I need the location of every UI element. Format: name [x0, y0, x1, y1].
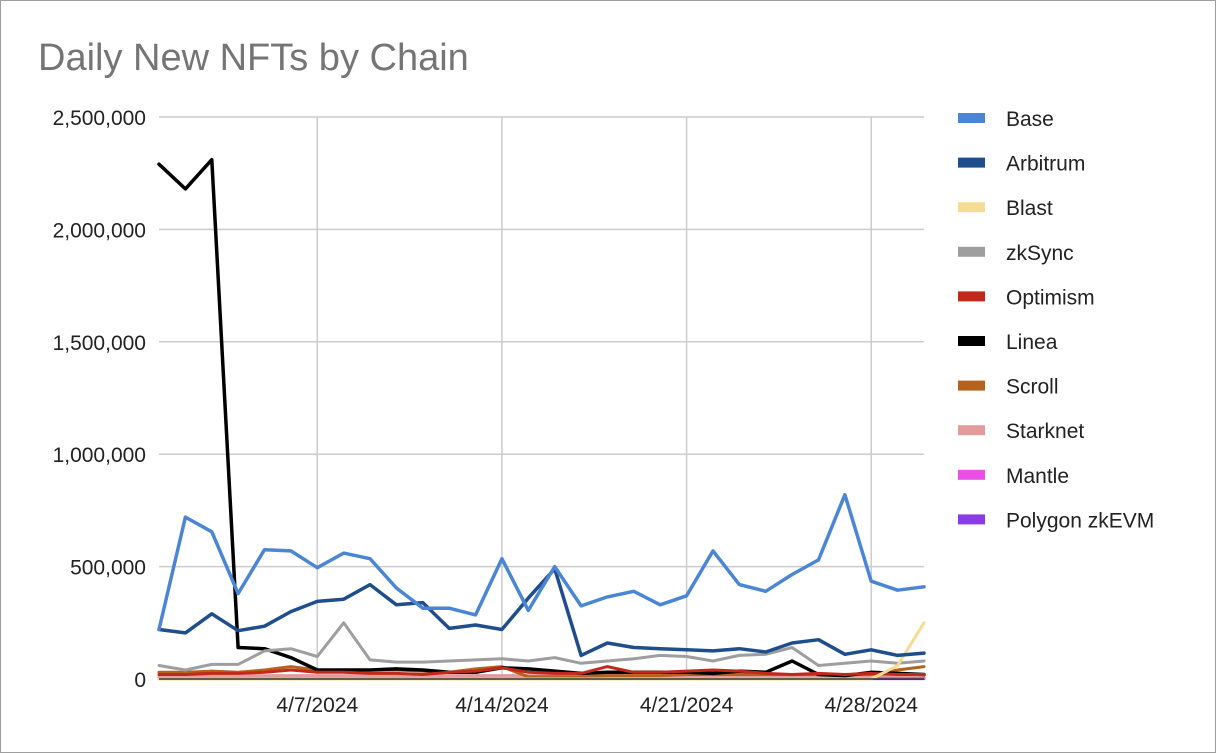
- legend-swatch-linea: [958, 336, 985, 346]
- y-tick-label: 2,000,000: [53, 219, 146, 242]
- y-tick-label: 500,000: [70, 557, 146, 580]
- legend-label-optimism: Optimism: [1006, 286, 1095, 309]
- legend-label-polygon-zkevm: Polygon zkEVM: [1006, 509, 1154, 532]
- legend-label-mantle: Mantle: [1006, 465, 1069, 488]
- y-tick-label: 1,500,000: [53, 332, 146, 355]
- legend-swatch-blast: [958, 202, 985, 213]
- legend-label-arbitrum: Arbitrum: [1006, 153, 1085, 176]
- legend-swatch-mantle: [958, 469, 985, 480]
- x-axis-ticks: 4/7/2024 4/14/2024 4/21/2024 4/28/2024: [276, 694, 918, 717]
- legend-label-zksync: zkSync: [1006, 242, 1074, 265]
- legend-label-base: Base: [1006, 108, 1054, 131]
- legend-swatch-zksync: [958, 246, 985, 257]
- grid: [159, 116, 924, 679]
- legend-swatch-scroll: [958, 380, 985, 391]
- legend-label-linea: Linea: [1006, 331, 1058, 354]
- x-tick-label: 4/14/2024: [455, 694, 549, 717]
- y-tick-label: 0: [134, 669, 146, 692]
- series-line-arbitrum: [157, 567, 926, 658]
- legend-swatch-optimism: [958, 291, 985, 302]
- legend-label-blast: Blast: [1006, 197, 1053, 220]
- legend-label-starknet: Starknet: [1006, 420, 1084, 443]
- x-tick-label: 4/21/2024: [640, 694, 734, 717]
- legend-swatch-base: [958, 113, 985, 123]
- legend-label-scroll: Scroll: [1006, 376, 1059, 399]
- legend-swatch-arbitrum: [958, 157, 985, 168]
- x-tick-label: 4/7/2024: [276, 694, 358, 717]
- series-lines: [157, 157, 926, 681]
- y-tick-label: 1,000,000: [53, 444, 146, 467]
- series-line-linea: [157, 157, 926, 678]
- series-line-base: [157, 492, 926, 632]
- x-tick-label: 4/28/2024: [825, 694, 919, 717]
- chart-title: Daily New NFTs by Chain: [38, 37, 469, 79]
- series-line-zksync: [157, 621, 926, 672]
- series-line-optimism: [157, 665, 926, 676]
- legend-swatch-starknet: [958, 425, 985, 436]
- legend-swatch-polygon-zkevm: [958, 514, 985, 525]
- legend: Base Arbitrum Blast zkSync Optimism Linea Scro…: [958, 108, 1154, 532]
- y-tick-label: 2,500,000: [53, 107, 146, 130]
- y-axis-ticks: 0 500,000 1,000,000 1,500,000 2,000,000 2,500…: [53, 107, 146, 692]
